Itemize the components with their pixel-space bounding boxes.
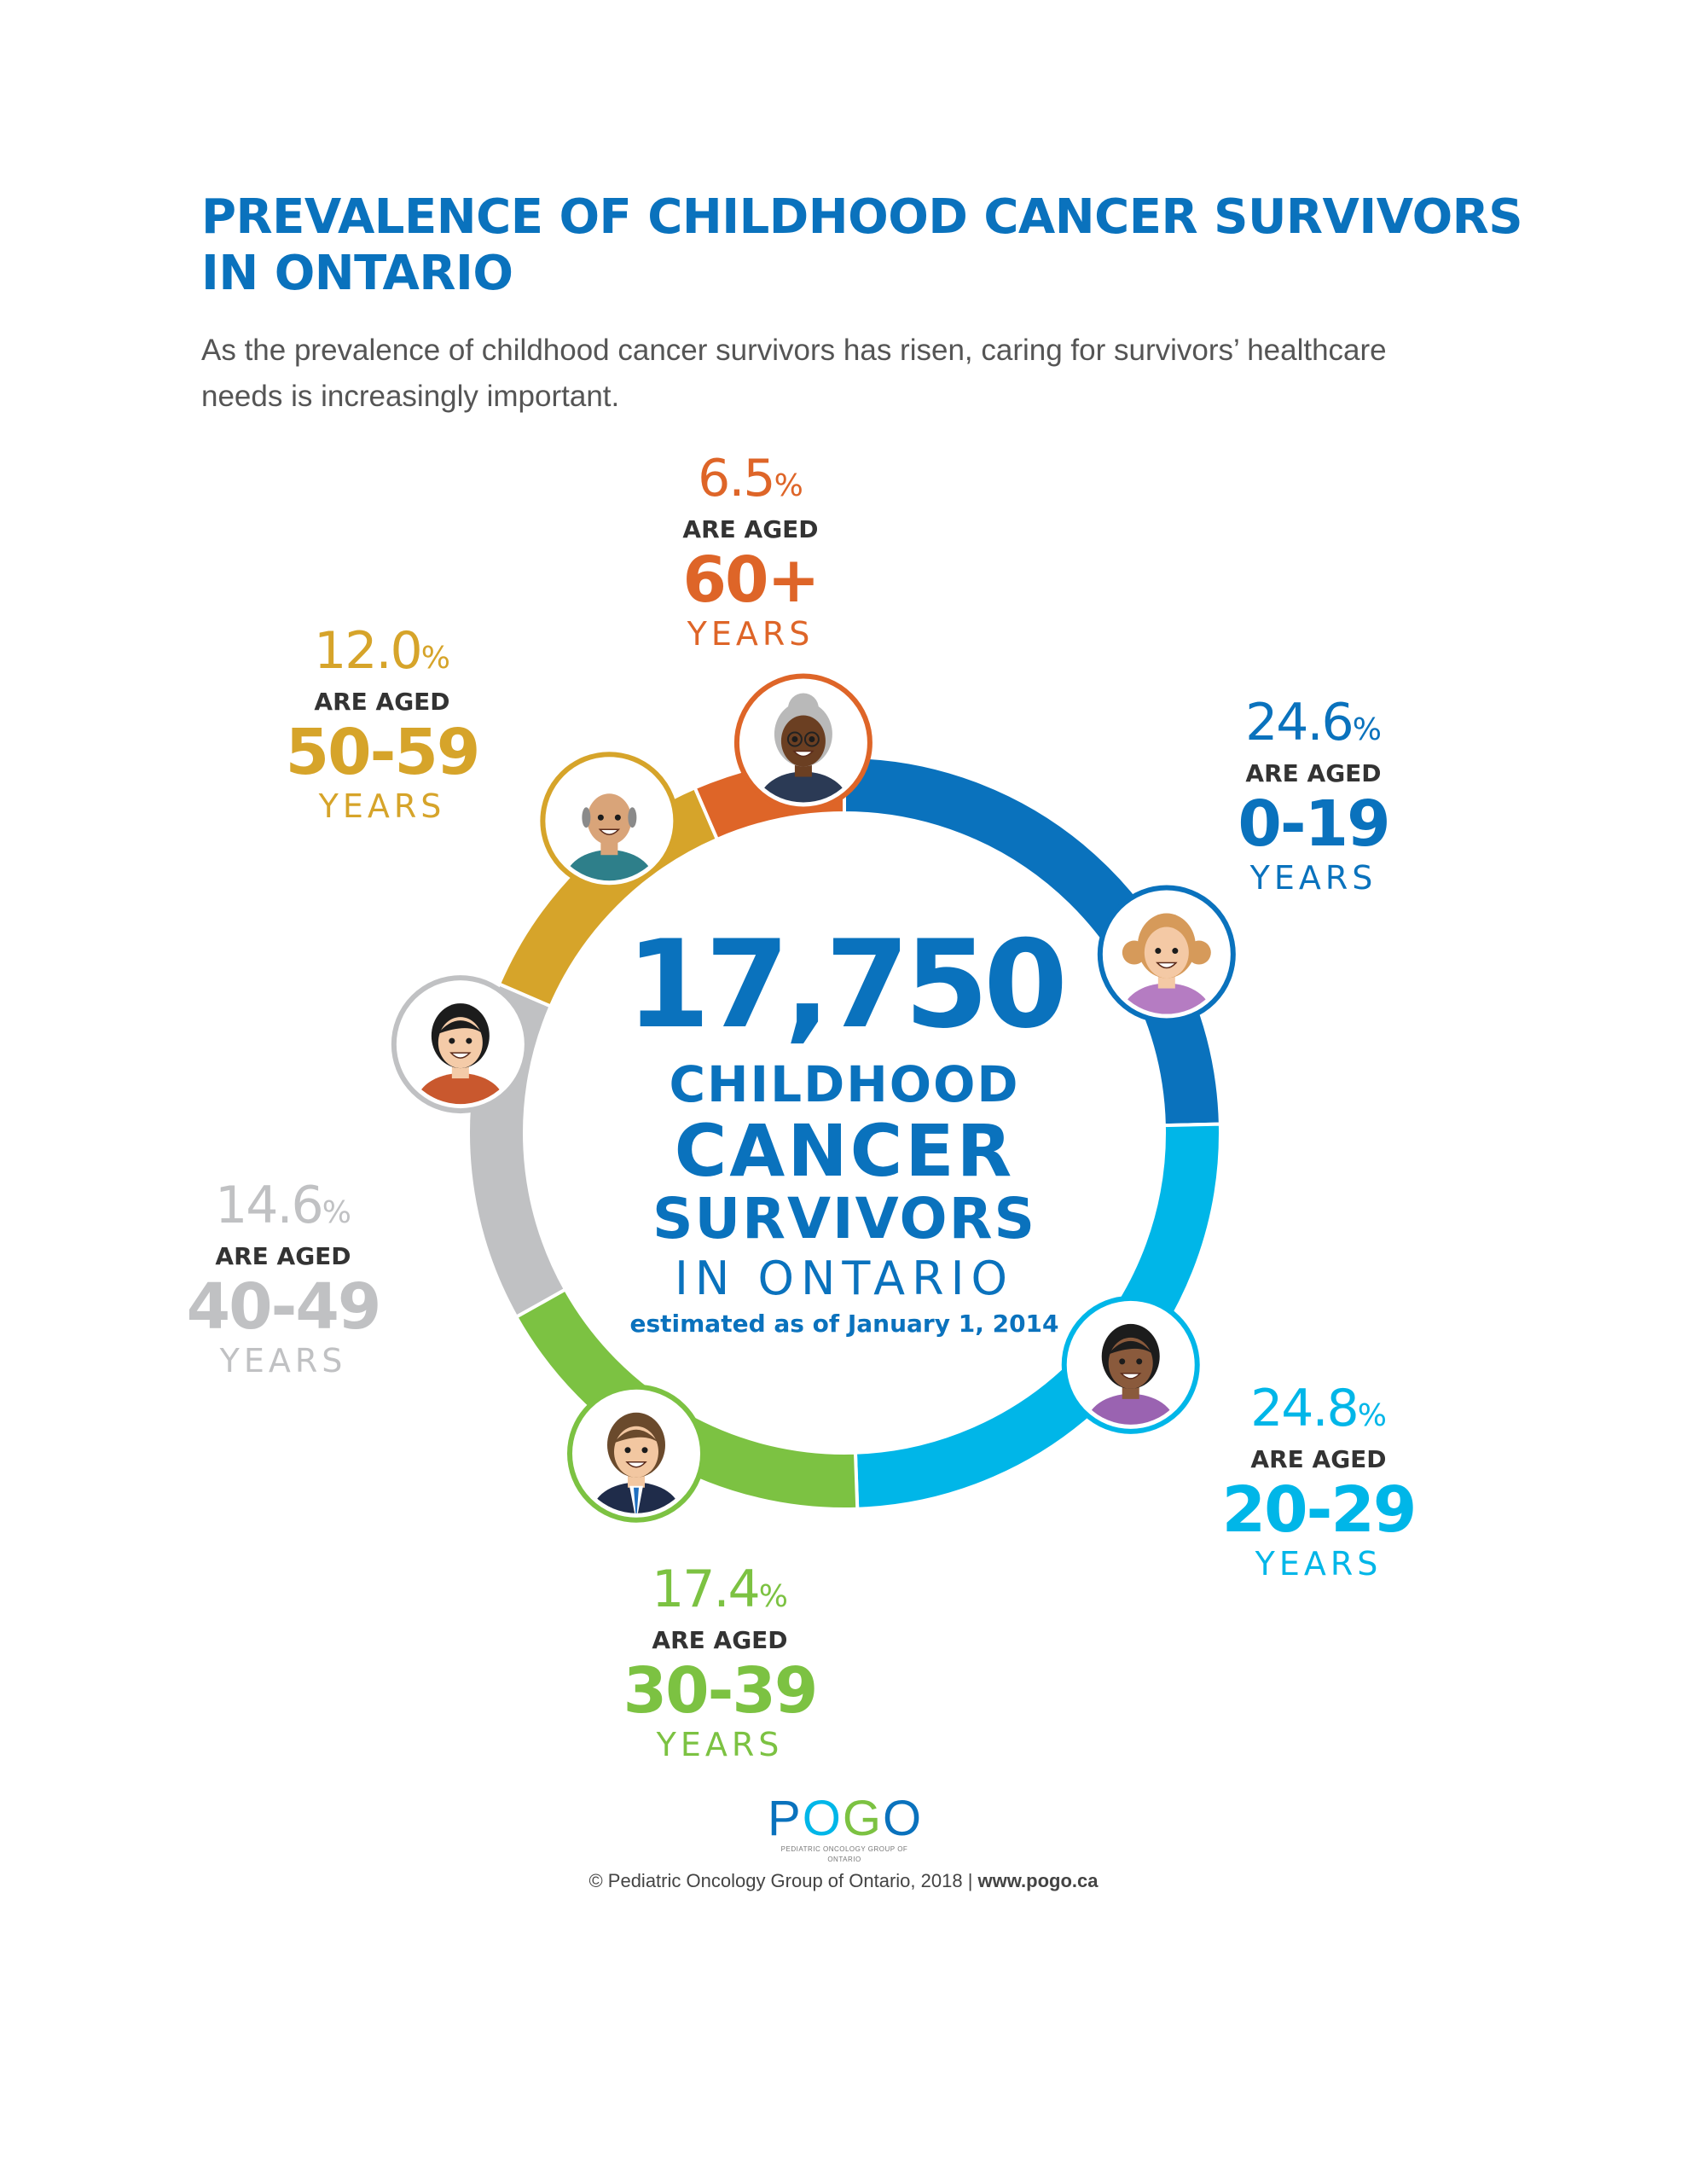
years-text: YEARS (656, 1726, 784, 1763)
years-text: YEARS (219, 1342, 347, 1380)
subtitle-line-2: needs is increasingly important. (201, 380, 620, 413)
total-count: 17,750 (626, 915, 1068, 1055)
page-title: PREVALENCE OF CHILDHOOD CANCER SURVIVORS… (201, 189, 1532, 302)
title-line-2: IN ONTARIO (201, 246, 513, 301)
label-20-29: 24.8% ARE AGED 20-29 YEARS (1165, 1380, 1472, 1583)
pogo-logo: POGO PEDIATRIC ONCOLOGY GROUP OF ONTARIO (768, 1793, 921, 1865)
age-range: 20-29 (1221, 1473, 1417, 1547)
pct-value: 14.6% (215, 1176, 351, 1235)
woman-black-hair-avatar-icon (391, 975, 530, 1114)
center-line-2: CANCER (674, 1109, 1015, 1193)
page-subtitle: As the prevalence of childhood cancer su… (201, 328, 1532, 420)
aged-text: ARE AGED (314, 688, 450, 716)
label-0-19: 24.6% ARE AGED 0-19 YEARS (1160, 694, 1467, 897)
years-text: YEARS (1255, 1545, 1383, 1583)
years-text: YEARS (318, 787, 446, 825)
aged-text: ARE AGED (1250, 1445, 1387, 1473)
label-50-59: 12.0% ARE AGED 50-59 YEARS (229, 623, 536, 825)
age-range: 40-49 (186, 1270, 382, 1344)
man-suit-avatar-icon (567, 1384, 706, 1523)
pct-value: 24.8% (1250, 1379, 1387, 1438)
years-text: YEARS (1249, 859, 1377, 897)
aged-text: ARE AGED (1245, 759, 1382, 787)
center-line-1: CHILDHOOD (669, 1055, 1020, 1113)
years-text: YEARS (687, 615, 815, 653)
bald-man-avatar-icon (540, 752, 679, 891)
grandmother-glasses-avatar-icon (733, 673, 872, 812)
pct-value: 12.0% (314, 621, 450, 681)
aged-text: ARE AGED (682, 515, 819, 543)
footer: © Pediatric Oncology Group of Ontario, 2… (0, 1870, 1687, 1892)
center-note: estimated as of January 1, 2014 (629, 1310, 1059, 1338)
aged-text: ARE AGED (652, 1626, 788, 1654)
logo-wordmark: POGO (768, 1791, 924, 1846)
age-range: 60+ (682, 543, 820, 617)
center-summary: 17,750 CHILDHOOD CANCER SURVIVORS IN ONT… (563, 921, 1126, 1341)
pct-value: 17.4% (652, 1560, 788, 1619)
aged-text: ARE AGED (215, 1242, 351, 1270)
age-range: 50-59 (285, 716, 481, 789)
center-line-3: SURVIVORS (652, 1186, 1036, 1252)
copyright-text: © Pediatric Oncology Group of Ontario, 2… (588, 1870, 978, 1891)
age-range: 30-39 (623, 1654, 819, 1728)
pct-value: 6.5% (698, 449, 803, 508)
center-line-4: IN ONTARIO (674, 1252, 1015, 1305)
website-link[interactable]: www.pogo.ca (977, 1870, 1099, 1891)
pct-value: 24.6% (1245, 693, 1382, 752)
logo-subtext: PEDIATRIC ONCOLOGY GROUP OF ONTARIO (780, 1845, 908, 1863)
label-60-plus: 6.5% ARE AGED 60+ YEARS (597, 450, 904, 653)
label-40-49: 14.6% ARE AGED 40-49 YEARS (130, 1177, 437, 1380)
label-30-39: 17.4% ARE AGED 30-39 YEARS (566, 1561, 873, 1763)
title-line-1: PREVALENCE OF CHILDHOOD CANCER SURVIVORS (201, 189, 1523, 245)
age-range: 0-19 (1238, 787, 1390, 861)
girl-pigtails-avatar-icon (1097, 885, 1236, 1024)
woman-dark-hair-avatar-icon (1061, 1295, 1200, 1434)
subtitle-line-1: As the prevalence of childhood cancer su… (201, 334, 1387, 367)
